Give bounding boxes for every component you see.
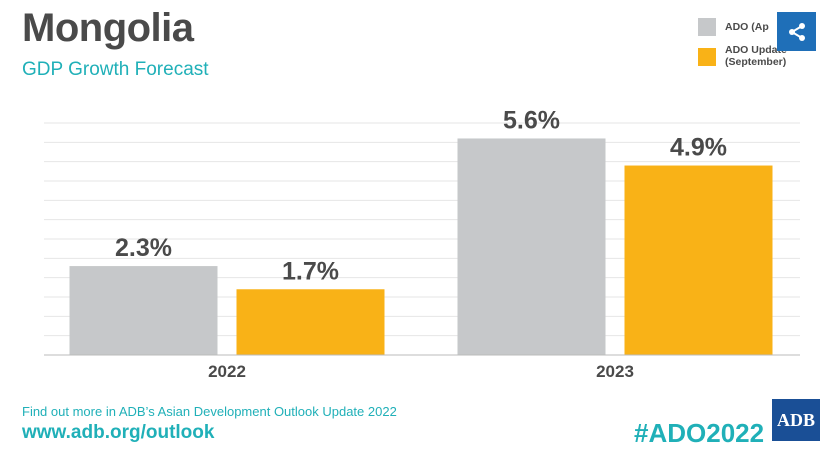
legend-swatch-ado-update <box>698 48 716 66</box>
share-icon <box>788 22 805 41</box>
legend-label-ado-update: ADO Update (September) <box>725 44 787 68</box>
data-label: 5.6% <box>503 106 560 134</box>
x-tick-label: 2023 <box>596 362 634 381</box>
data-label: 4.9% <box>670 134 727 162</box>
footer-link[interactable]: www.adb.org/outlook <box>22 422 215 443</box>
footer-text: Find out more in ADB’s Asian Development… <box>22 404 397 419</box>
share-button[interactable] <box>777 12 816 51</box>
bar-2023-series-0 <box>457 138 606 355</box>
chart-subtitle: GDP Growth Forecast <box>22 59 209 80</box>
bar-chart: 2.3% 1.7% 2022 5.6% 4.9% 2023 <box>44 106 800 381</box>
bar-2022-series-0 <box>69 266 218 355</box>
adb-logo: ADB <box>772 399 820 441</box>
data-label: 2.3% <box>115 234 172 262</box>
x-tick-label: 2022 <box>208 362 246 381</box>
bar-2022-series-1 <box>236 289 385 355</box>
chart-title: Mongolia <box>22 6 194 50</box>
data-label: 1.7% <box>282 257 339 285</box>
legend-swatch-ado-april <box>698 18 716 36</box>
bar-2023-series-1 <box>624 165 773 355</box>
hashtag: #ADO2022 <box>634 418 765 448</box>
legend-label-ado-april: ADO (Ap <box>725 21 769 33</box>
